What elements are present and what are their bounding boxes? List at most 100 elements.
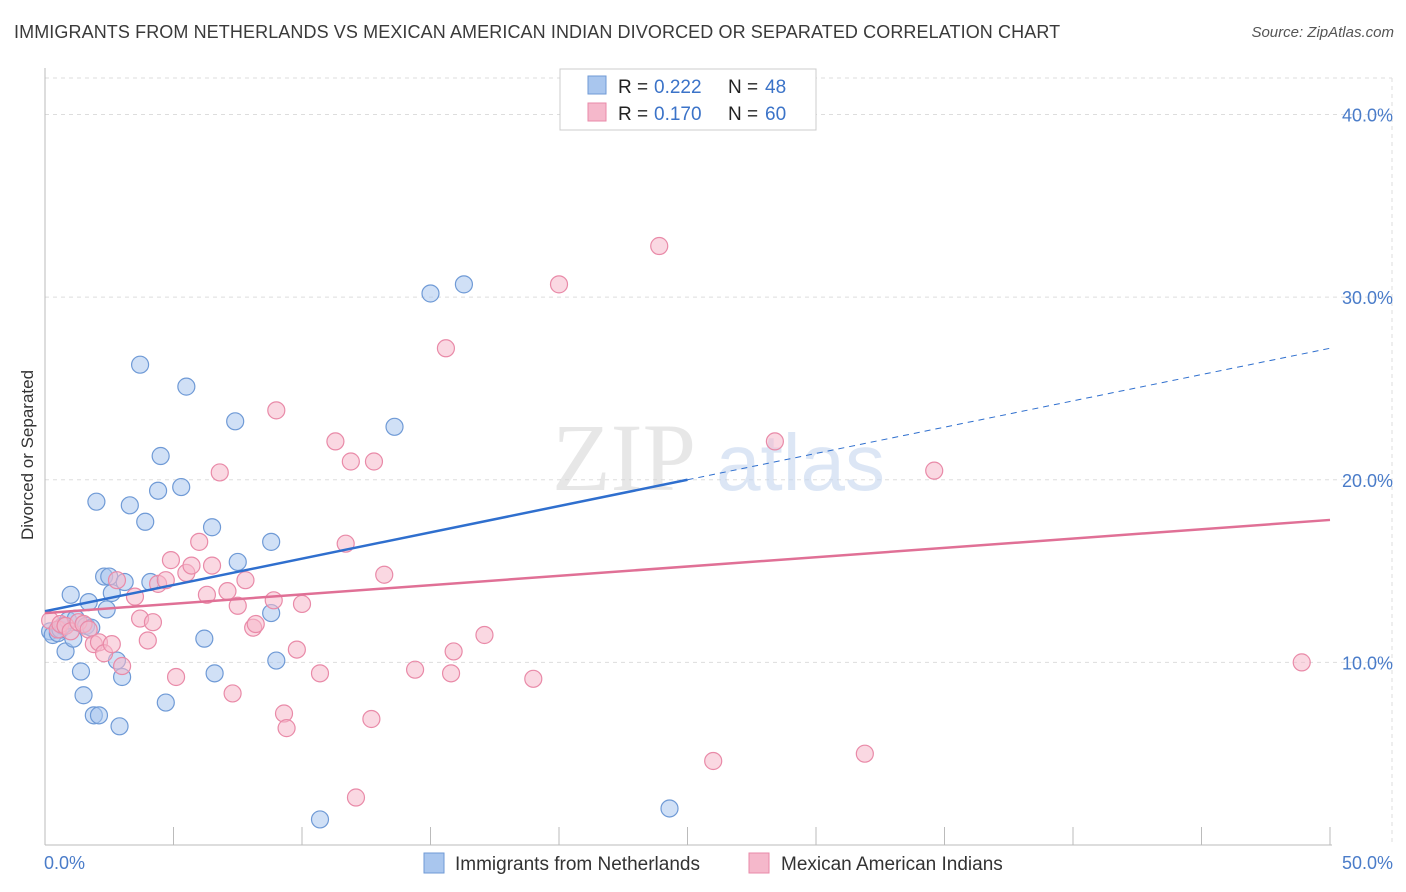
- data-point-mexican-american-indians: [210, 463, 229, 482]
- data-point-mexican-american-indians: [855, 744, 874, 763]
- legend-n-value-2: 60: [765, 104, 786, 125]
- y-tick-labels: 10.0% 20.0% 30.0% 40.0%: [1342, 106, 1393, 674]
- data-point-mexican-american-indians: [161, 551, 181, 570]
- data-point-mexican-american-indians: [310, 664, 330, 683]
- data-point-netherlands: [71, 662, 91, 681]
- data-point-mexican-american-indians: [346, 788, 366, 807]
- legend-r-label-2: R =: [618, 104, 648, 125]
- data-point-mexican-american-indians: [292, 594, 312, 614]
- data-point-mexican-american-indians: [287, 640, 306, 659]
- bottom-legend-swatch-blue: [423, 852, 445, 874]
- data-point-netherlands: [130, 355, 150, 374]
- series-immigrants-from-netherlands: [41, 275, 679, 829]
- data-point-netherlands: [110, 717, 129, 736]
- data-point-mexican-american-indians: [524, 669, 543, 688]
- data-point-mexican-american-indians: [441, 664, 461, 683]
- data-point-netherlands: [148, 481, 168, 500]
- data-point-netherlands: [660, 799, 679, 818]
- data-point-mexican-american-indians: [549, 275, 569, 294]
- axes: [44, 68, 1332, 846]
- data-point-netherlands: [151, 446, 170, 466]
- trend-line-netherlands: [44, 478, 688, 613]
- data-point-netherlands: [120, 496, 139, 515]
- trend-lines: [44, 347, 1331, 615]
- data-point-mexican-american-indians: [1292, 653, 1311, 672]
- data-point-mexican-american-indians: [650, 236, 669, 256]
- data-point-mexican-american-indians: [202, 556, 222, 575]
- legend-r-label-1: R =: [618, 77, 648, 98]
- legend-swatch-blue: [587, 75, 607, 95]
- data-point-netherlands: [385, 417, 404, 436]
- data-point-mexican-american-indians: [704, 751, 723, 771]
- legend-r-value-2: 0.170: [654, 104, 702, 125]
- data-point-netherlands: [172, 477, 191, 497]
- data-point-mexican-american-indians: [138, 631, 157, 650]
- legend-n-value-1: 48: [765, 77, 786, 98]
- watermark-atlas: atlas: [716, 418, 885, 507]
- data-point-mexican-american-indians: [264, 591, 283, 610]
- data-point-mexican-american-indians: [166, 667, 186, 687]
- data-point-mexican-american-indians: [375, 565, 394, 584]
- data-point-mexican-american-indians: [143, 613, 163, 632]
- data-point-mexican-american-indians: [102, 635, 121, 654]
- data-point-netherlands: [136, 512, 155, 531]
- data-point-mexican-american-indians: [277, 719, 296, 738]
- data-point-mexican-american-indians: [218, 582, 237, 601]
- data-point-netherlands: [156, 693, 175, 712]
- data-point-netherlands: [267, 651, 286, 670]
- data-point-mexican-american-indians: [246, 614, 265, 634]
- data-point-mexican-american-indians: [228, 596, 247, 615]
- data-point-mexican-american-indians: [107, 571, 127, 590]
- y-tick-label: 30.0%: [1342, 288, 1393, 308]
- data-point-netherlands: [205, 664, 224, 683]
- data-point-mexican-american-indians: [405, 660, 425, 679]
- data-point-mexican-american-indians: [444, 642, 463, 661]
- data-point-mexican-american-indians: [112, 656, 132, 676]
- y-tick-label: 10.0%: [1342, 653, 1393, 673]
- legend-n-label-1: N =: [728, 77, 758, 98]
- legend-r-value-1: 0.222: [654, 77, 702, 98]
- data-point-netherlands: [61, 585, 80, 604]
- data-point-netherlands: [89, 706, 109, 725]
- bottom-legend-label-pink: Mexican American Indians: [781, 854, 1003, 875]
- data-point-netherlands: [262, 532, 281, 551]
- source-credit: Source: ZipAtlas.com: [1251, 24, 1394, 41]
- y-axis-label: Divorced or Separated: [18, 370, 37, 540]
- data-point-netherlands: [228, 552, 247, 572]
- legend: R = 0.222 N = 48 R = 0.170 N = 60: [559, 68, 817, 131]
- data-point-netherlands: [454, 275, 474, 294]
- data-point-mexican-american-indians: [362, 709, 381, 729]
- x-tick-label: 50.0%: [1342, 853, 1393, 873]
- bottom-legend-swatch-pink: [748, 852, 770, 874]
- data-point-mexican-american-indians: [364, 452, 384, 471]
- data-point-mexican-american-indians: [190, 532, 209, 551]
- data-point-netherlands: [421, 284, 440, 303]
- data-point-netherlands: [202, 518, 222, 537]
- data-point-mexican-american-indians: [197, 585, 217, 604]
- bottom-legend: Immigrants from Netherlands Mexican Amer…: [423, 852, 1003, 875]
- data-point-mexican-american-indians: [341, 452, 360, 471]
- data-point-mexican-american-indians: [765, 432, 784, 451]
- chart-title: IMMIGRANTS FROM NETHERLANDS VS MEXICAN A…: [14, 22, 1061, 42]
- data-point-mexican-american-indians: [236, 571, 255, 590]
- watermark: ZIP atlas: [552, 404, 885, 511]
- y-tick-label: 20.0%: [1342, 471, 1393, 491]
- data-point-netherlands: [310, 810, 330, 829]
- legend-swatch-pink: [587, 102, 607, 122]
- data-point-mexican-american-indians: [475, 625, 494, 645]
- data-point-mexican-american-indians: [326, 432, 345, 451]
- y-tick-label: 40.0%: [1342, 106, 1393, 126]
- watermark-zip: ZIP: [552, 404, 696, 511]
- data-point-netherlands: [195, 629, 214, 648]
- data-point-netherlands: [226, 412, 245, 431]
- bottom-legend-label-blue: Immigrants from Netherlands: [455, 854, 700, 875]
- series-mexican-american-indians: [41, 236, 1311, 807]
- data-point-mexican-american-indians: [925, 461, 944, 480]
- data-point-mexican-american-indians: [223, 684, 242, 703]
- data-point-mexican-american-indians: [436, 339, 456, 358]
- data-point-mexican-american-indians: [267, 401, 286, 420]
- data-point-netherlands: [74, 686, 93, 705]
- x-tick-label: 0.0%: [44, 853, 85, 873]
- trend-line-mexican-american-indians: [44, 518, 1331, 615]
